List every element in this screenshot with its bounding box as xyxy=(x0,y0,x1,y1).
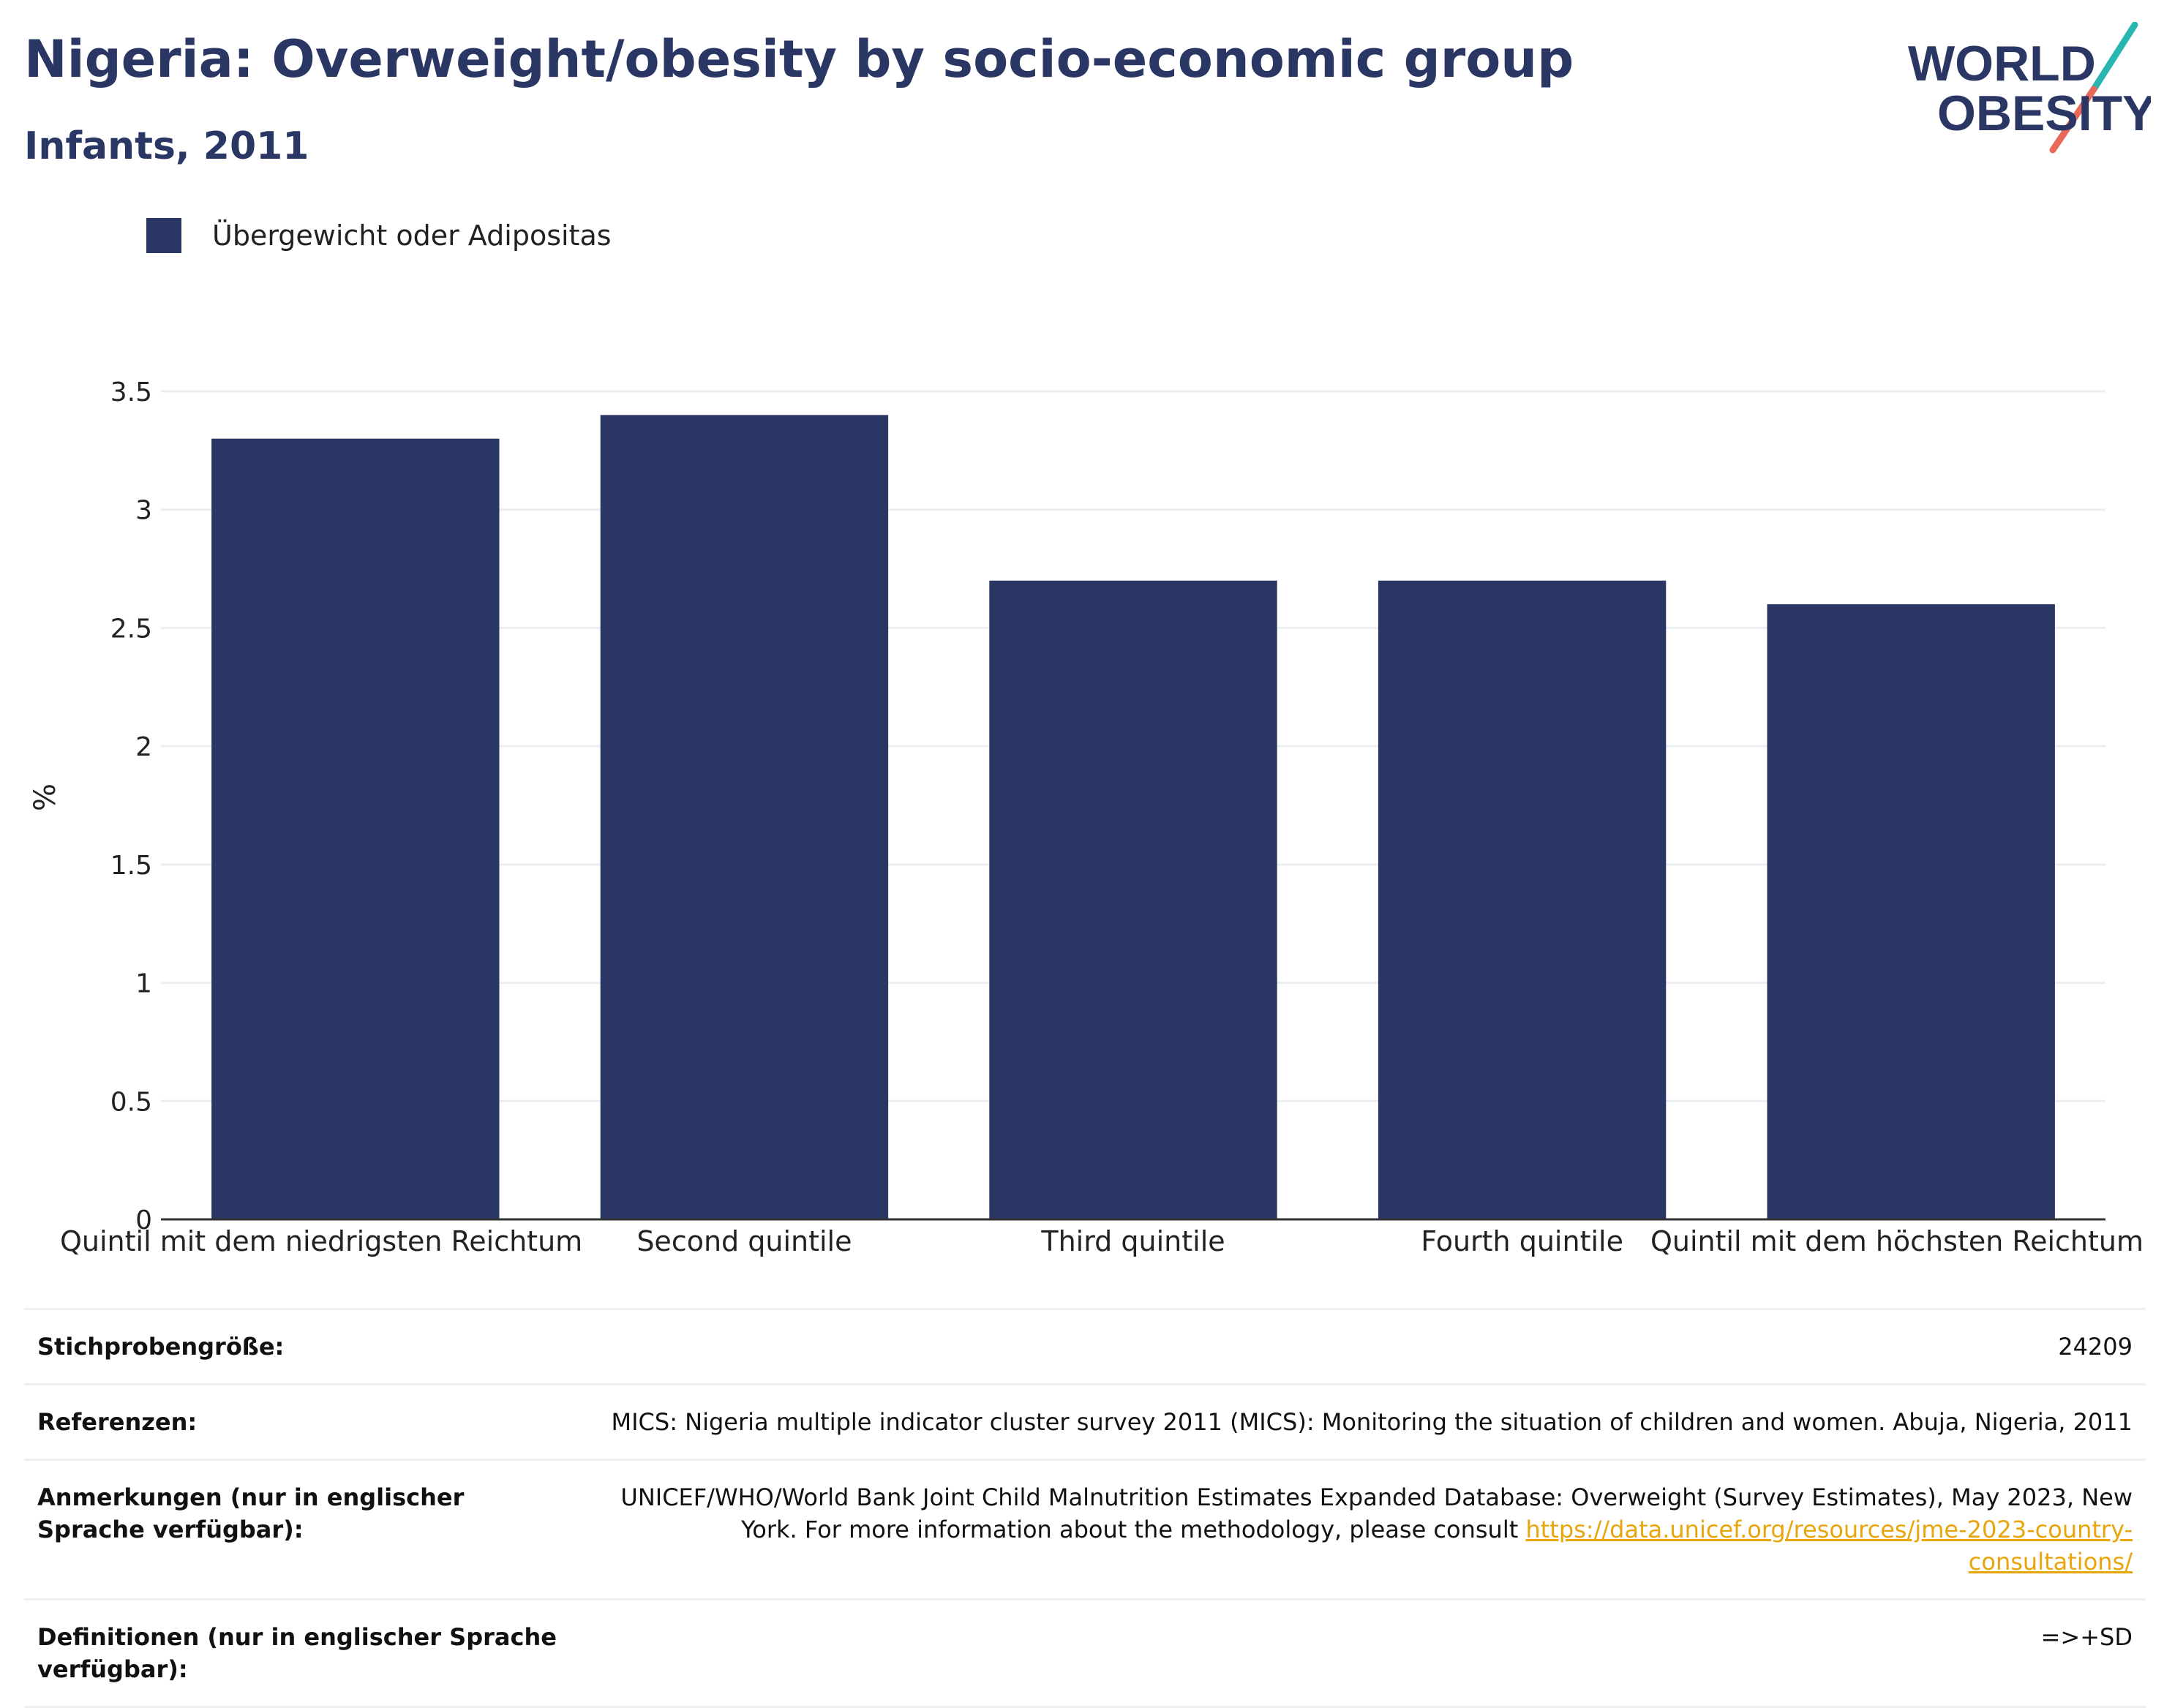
page-title: Nigeria: Overweight/obesity by socio-eco… xyxy=(24,29,1574,89)
legend-swatch xyxy=(146,218,181,253)
references-label: Referenzen: xyxy=(24,1383,577,1461)
info-row-references: Referenzen: MICS: Nigeria multiple indic… xyxy=(24,1383,2146,1461)
bar xyxy=(600,415,889,1220)
y-tick-label: 3.5 xyxy=(110,377,152,407)
notes-label: Anmerkungen (nur in englischer Sprache v… xyxy=(24,1459,577,1600)
x-tick-label: Fourth quintile xyxy=(1421,1225,1623,1257)
bar xyxy=(1378,580,1667,1219)
info-row-definitions: Definitionen (nur in englischer Sprache … xyxy=(24,1598,2146,1708)
y-tick-label: 2 xyxy=(135,732,152,762)
notes-text-line2: York. For more information about the met… xyxy=(740,1516,1519,1543)
chart-legend[interactable]: Übergewicht oder Adipositas xyxy=(146,218,612,253)
bar xyxy=(211,438,500,1219)
bar-chart: 0 0.5 1 1.5 2 2.5 3 3.5% Quintil mit dem niedrig… xyxy=(29,377,2144,1257)
y-tick-label: 1 xyxy=(135,969,152,999)
legend-label: Übergewicht oder Adipositas xyxy=(212,219,612,252)
notes-text-line1: UNICEF/WHO/World Bank Joint Child Malnut… xyxy=(620,1483,2133,1511)
logo-slash-bottom xyxy=(2049,86,2097,154)
info-table: Stichprobengröße: 24209 Referenzen: MICS… xyxy=(24,1308,2146,1708)
y-tick-label: 3 xyxy=(135,496,152,526)
info-row-sample: Stichprobengröße: 24209 xyxy=(24,1308,2146,1385)
x-tick-label: Quintil mit dem niedrigsten Reichtum xyxy=(60,1225,582,1257)
info-row-notes: Anmerkungen (nur in englischer Sprache v… xyxy=(24,1459,2146,1600)
logo-word-obesity: OBESITY xyxy=(1937,86,2151,141)
sample-size-value: 24209 xyxy=(577,1308,2146,1385)
sample-size-label: Stichprobengröße: xyxy=(24,1308,577,1385)
y-tick-label: 1.5 xyxy=(110,851,152,881)
y-tick-label: 2.5 xyxy=(110,614,152,644)
page-subtitle: Infants, 2011 xyxy=(24,124,309,168)
logo-word-world: WORLD xyxy=(1908,36,2096,91)
logo-slash-top xyxy=(2090,22,2138,93)
methodology-link[interactable]: https://data.unicef.org/resources/jme-20… xyxy=(1525,1516,2133,1576)
world-obesity-logo: WORLD OBESITY xyxy=(1908,22,2151,154)
x-tick-label: Quintil mit dem höchsten Reichtum xyxy=(1650,1225,2144,1257)
x-tick-label: Third quintile xyxy=(1040,1225,1225,1257)
bar xyxy=(989,580,1277,1219)
x-tick-label: Second quintile xyxy=(636,1225,852,1257)
y-tick-label: 0 xyxy=(135,1205,152,1235)
bar xyxy=(1767,604,2055,1219)
definitions-label: Definitionen (nur in englischer Sprache … xyxy=(24,1598,577,1708)
y-tick-label: 0.5 xyxy=(110,1087,152,1117)
y-axis-label: % xyxy=(29,783,62,811)
definitions-value: =>+SD xyxy=(577,1598,2146,1708)
references-value: MICS: Nigeria multiple indicator cluster… xyxy=(577,1383,2146,1461)
notes-value: UNICEF/WHO/World Bank Joint Child Malnut… xyxy=(577,1459,2146,1600)
